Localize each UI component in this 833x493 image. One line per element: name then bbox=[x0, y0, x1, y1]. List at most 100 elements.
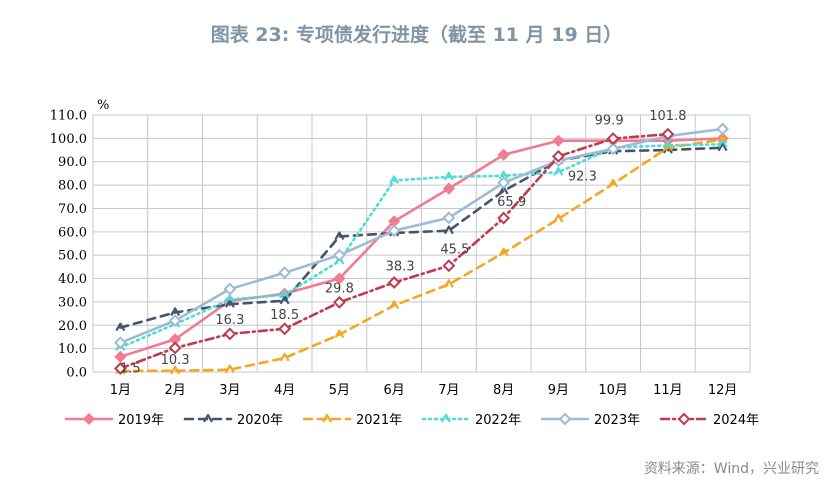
x-tick-label: 8月 bbox=[493, 383, 514, 398]
point-2021年 bbox=[553, 213, 564, 223]
point-2022年 bbox=[443, 171, 454, 181]
point-2021年 bbox=[662, 142, 673, 152]
point-2019年 bbox=[552, 134, 565, 147]
point-2024年 bbox=[113, 362, 127, 375]
point-2019年 bbox=[333, 272, 346, 285]
series-line-2019年 bbox=[119, 137, 724, 359]
point-2024年 bbox=[497, 211, 511, 225]
point-2022年 bbox=[553, 167, 564, 176]
legend-marker-2020年 bbox=[203, 413, 213, 423]
point-2020年 bbox=[279, 295, 290, 305]
point-2020年 bbox=[662, 144, 673, 154]
point-2019年 bbox=[114, 350, 127, 363]
x-tick-label: 1月 bbox=[110, 383, 131, 398]
point-2020年 bbox=[115, 322, 126, 332]
point-2021年 bbox=[170, 365, 181, 375]
y-tick-label: 10.0 bbox=[58, 342, 87, 357]
point-2024年 bbox=[551, 149, 565, 163]
legend-marker-2021年 bbox=[322, 413, 332, 423]
x-tick-label: 5月 bbox=[329, 383, 350, 398]
y-tick-label: 60.0 bbox=[58, 225, 87, 240]
y-tick-label: 80.0 bbox=[58, 179, 87, 194]
x-tick-label: 6月 bbox=[383, 383, 404, 398]
point-2023年 bbox=[497, 176, 511, 190]
data-label: 65.9 bbox=[497, 195, 526, 210]
point-2021年 bbox=[279, 352, 290, 362]
y-axis-label: % bbox=[97, 98, 109, 113]
point-2023年 bbox=[606, 142, 620, 156]
y-tick-label: 50.0 bbox=[58, 249, 87, 264]
y-tick-label: 90.0 bbox=[58, 155, 87, 170]
series-line-2023年 bbox=[119, 127, 724, 345]
y-tick-label: 70.0 bbox=[58, 202, 87, 217]
point-2021年 bbox=[224, 364, 235, 374]
x-tick-label: 2月 bbox=[164, 383, 185, 398]
legend-marker-2023年 bbox=[558, 412, 572, 426]
source-note: 资料来源：Wind，兴业研究 bbox=[643, 461, 819, 477]
legend-label: 2019年 bbox=[118, 413, 164, 428]
x-tick-label: 11月 bbox=[653, 383, 683, 398]
legend-marker-2019年 bbox=[82, 412, 96, 426]
point-2024年 bbox=[168, 341, 182, 355]
point-2020年 bbox=[334, 231, 345, 241]
legend-label: 2022年 bbox=[475, 413, 521, 428]
point-2020年 bbox=[717, 142, 728, 152]
x-tick-label: 4月 bbox=[274, 383, 295, 398]
point-2024年 bbox=[387, 276, 401, 289]
point-2024年 bbox=[606, 132, 620, 146]
y-tick-label: 110.0 bbox=[50, 109, 87, 124]
point-2021年 bbox=[389, 300, 400, 309]
point-2021年 bbox=[717, 134, 728, 144]
point-2020年 bbox=[443, 225, 454, 235]
data-label: 101.8 bbox=[649, 109, 686, 124]
legend-marker-2022年 bbox=[441, 413, 451, 423]
x-tick-label: 10月 bbox=[598, 383, 628, 398]
data-label: 10.3 bbox=[161, 353, 190, 368]
legend-label: 2021年 bbox=[356, 413, 402, 428]
point-2022年 bbox=[224, 294, 235, 304]
data-label: 1.5 bbox=[120, 361, 141, 376]
series-line-2021年 bbox=[119, 138, 724, 373]
point-2023年 bbox=[716, 122, 730, 136]
point-2024年 bbox=[278, 322, 292, 336]
series-line-2020年 bbox=[119, 146, 724, 329]
x-tick-label: 9月 bbox=[548, 383, 569, 398]
point-2019年 bbox=[442, 182, 455, 195]
point-2024年 bbox=[332, 295, 346, 309]
point-2024年 bbox=[442, 259, 456, 273]
point-2023年 bbox=[113, 336, 127, 350]
point-2020年 bbox=[170, 307, 181, 316]
data-label: 16.3 bbox=[215, 313, 244, 328]
point-2023年 bbox=[442, 211, 456, 225]
y-tick-label: 40.0 bbox=[58, 272, 87, 287]
point-2024年 bbox=[661, 127, 675, 141]
point-2023年 bbox=[332, 248, 346, 262]
data-label: 18.5 bbox=[270, 308, 299, 323]
point-2023年 bbox=[278, 266, 292, 280]
point-2022年 bbox=[717, 139, 728, 148]
point-2022年 bbox=[279, 289, 290, 299]
y-tick-label: 100.0 bbox=[50, 132, 87, 147]
legend-marker-2024年 bbox=[677, 412, 691, 426]
point-2023年 bbox=[223, 282, 237, 296]
legend-label: 2024年 bbox=[713, 413, 759, 428]
point-2019年 bbox=[497, 148, 510, 161]
chart-title: 图表 23: 专项债发行进度（截至 11 月 19 日） bbox=[210, 24, 623, 46]
point-2022年 bbox=[389, 175, 400, 184]
legend-label: 2020年 bbox=[237, 413, 283, 428]
point-2021年 bbox=[608, 178, 619, 188]
y-tick-label: 0.0 bbox=[66, 366, 87, 381]
point-2024年 bbox=[223, 327, 237, 341]
point-2021年 bbox=[334, 329, 345, 339]
x-tick-label: 3月 bbox=[219, 383, 240, 398]
y-tick-label: 30.0 bbox=[58, 295, 87, 310]
data-label: 92.3 bbox=[568, 169, 597, 184]
point-2022年 bbox=[498, 170, 509, 180]
x-tick-label: 12月 bbox=[708, 383, 738, 398]
point-2021年 bbox=[443, 279, 454, 288]
data-label: 99.9 bbox=[595, 114, 624, 129]
data-label: 29.8 bbox=[325, 281, 354, 296]
legend-label: 2023年 bbox=[594, 413, 640, 428]
x-tick-label: 7月 bbox=[438, 383, 459, 398]
